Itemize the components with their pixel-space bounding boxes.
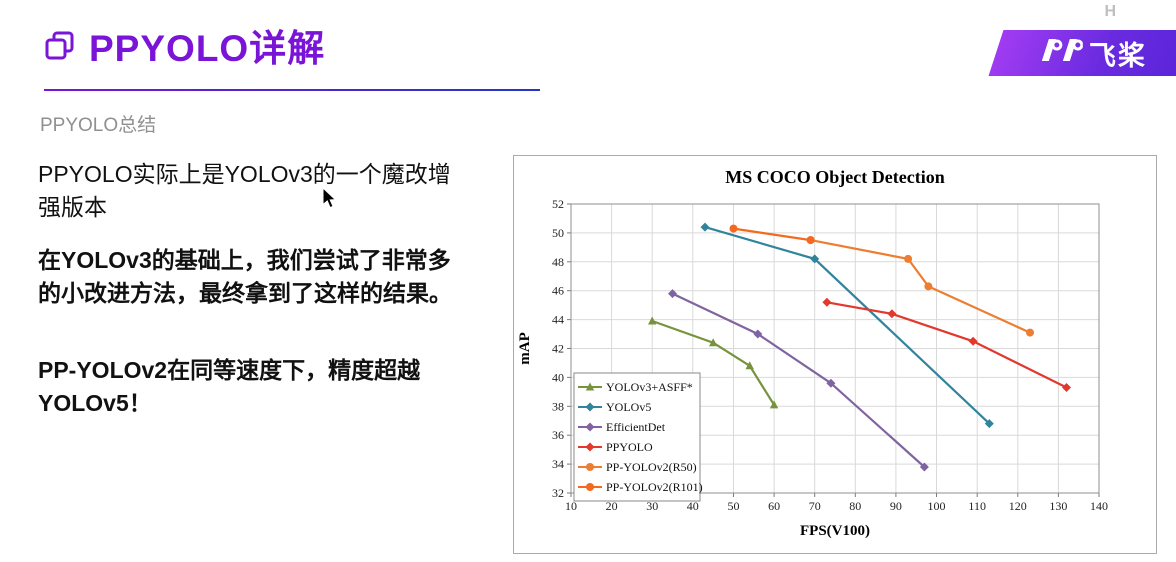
- svg-text:48: 48: [552, 255, 564, 269]
- svg-text:110: 110: [968, 499, 986, 513]
- svg-text:140: 140: [1090, 499, 1108, 513]
- svg-text:34: 34: [552, 457, 564, 471]
- svg-text:44: 44: [552, 313, 564, 327]
- page-title: PPYOLO详解: [89, 28, 326, 69]
- svg-text:40: 40: [687, 499, 699, 513]
- brand-name: 飞桨: [1089, 40, 1147, 71]
- svg-text:40: 40: [552, 370, 564, 384]
- watermark-h-icon: H: [1104, 3, 1116, 20]
- svg-text:52: 52: [552, 197, 564, 211]
- svg-text:10: 10: [565, 499, 577, 513]
- section-subtitle: PPYOLO总结: [40, 115, 157, 136]
- svg-text:mAP: mAP: [517, 332, 533, 365]
- svg-text:32: 32: [552, 486, 564, 500]
- svg-text:80: 80: [849, 499, 861, 513]
- svg-text:FPS(V100): FPS(V100): [800, 523, 870, 539]
- paddlepaddle-logo: 飞桨: [988, 30, 1176, 76]
- svg-text:30: 30: [646, 499, 658, 513]
- svg-text:50: 50: [728, 499, 740, 513]
- svg-text:60: 60: [768, 499, 780, 513]
- svg-text:PP-YOLOv2(R50): PP-YOLOv2(R50): [606, 460, 697, 474]
- svg-text:YOLOv3+ASFF*: YOLOv3+ASFF*: [606, 380, 693, 394]
- svg-text:EfficientDet: EfficientDet: [606, 420, 666, 434]
- paragraph-improvements: 在YOLOv3的基础上，我们尝试了非常多的小改进方法，最终拿到了这样的结果。: [38, 247, 452, 306]
- svg-text:YOLOv5: YOLOv5: [606, 400, 651, 414]
- svg-text:20: 20: [606, 499, 618, 513]
- paddle-pp-glyph-icon: [1041, 37, 1084, 70]
- svg-text:90: 90: [890, 499, 902, 513]
- header: PPYOLO详解: [44, 30, 325, 67]
- ms-coco-detection-chart: 10 20 30 40 50 60 70 80 90 100 110 120 130 140 32 34 36 3…: [517, 167, 1108, 539]
- svg-text:70: 70: [809, 499, 821, 513]
- mouse-cursor: [322, 186, 337, 214]
- copy-icon: [44, 30, 76, 67]
- svg-text:42: 42: [552, 342, 564, 356]
- paragraph-conclusion: PP-YOLOv2在同等速度下，精度超越YOLOv5！: [38, 357, 421, 416]
- svg-text:120: 120: [1009, 499, 1027, 513]
- svg-text:46: 46: [552, 284, 564, 298]
- svg-text:PPYOLO: PPYOLO: [606, 440, 653, 454]
- chart-panel: 10 20 30 40 50 60 70 80 90 100 110 120 130 140 32 34 36 3…: [513, 155, 1157, 554]
- svg-text:50: 50: [552, 226, 564, 240]
- paragraph-intro: PPYOLO实际上是YOLOv3的一个魔改增强版本: [38, 161, 451, 220]
- svg-text:36: 36: [552, 428, 564, 442]
- title-underline: [44, 89, 540, 91]
- svg-text:PP-YOLOv2(R101): PP-YOLOv2(R101): [606, 480, 703, 494]
- svg-text:130: 130: [1049, 499, 1067, 513]
- svg-text:100: 100: [928, 499, 946, 513]
- svg-text:38: 38: [552, 399, 564, 413]
- svg-text:MS COCO Object Detection: MS COCO Object Detection: [725, 167, 944, 187]
